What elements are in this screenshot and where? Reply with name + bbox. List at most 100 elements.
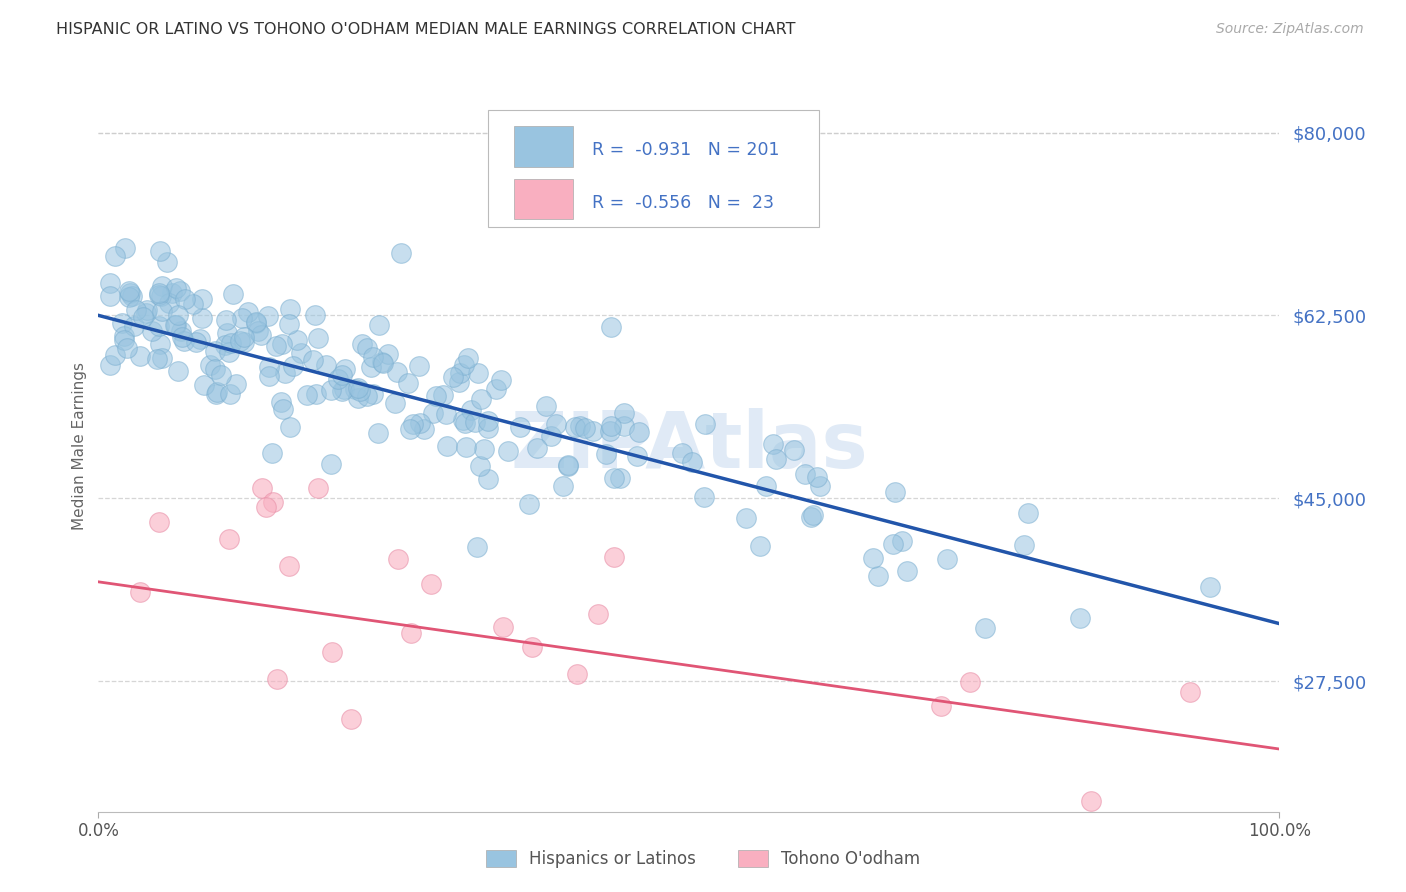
Point <box>866 568 889 582</box>
Point <box>396 376 419 390</box>
Point <box>671 445 693 459</box>
FancyBboxPatch shape <box>515 127 574 167</box>
Point <box>794 467 817 482</box>
Point <box>470 392 492 406</box>
Point <box>155 255 177 269</box>
Point <box>148 286 170 301</box>
Point <box>184 335 207 350</box>
Point <box>172 330 194 344</box>
Point <box>204 343 226 358</box>
Point <box>166 318 188 332</box>
Point <box>801 508 824 522</box>
Point <box>98 359 121 373</box>
Point <box>236 304 259 318</box>
Point <box>457 351 479 366</box>
Point <box>321 645 343 659</box>
Point <box>477 421 499 435</box>
Point <box>588 607 610 621</box>
Point <box>114 333 136 347</box>
Point <box>389 245 412 260</box>
Point <box>367 318 389 333</box>
Y-axis label: Median Male Earnings: Median Male Earnings <box>72 362 87 530</box>
Point <box>1080 794 1102 808</box>
Point <box>121 289 143 303</box>
Point <box>509 420 531 434</box>
Point <box>574 421 596 435</box>
Point <box>257 309 280 323</box>
Point <box>491 620 513 634</box>
FancyBboxPatch shape <box>515 179 574 219</box>
Point <box>349 384 371 399</box>
Point <box>748 539 770 553</box>
Point <box>167 308 190 322</box>
Point <box>173 292 195 306</box>
Point <box>613 418 636 433</box>
Point <box>259 369 281 384</box>
Point <box>200 358 222 372</box>
Point <box>360 359 382 374</box>
Point <box>367 426 389 441</box>
Point <box>425 388 447 402</box>
Point <box>98 277 121 291</box>
Point <box>973 621 995 635</box>
Point <box>232 335 254 350</box>
Point <box>231 310 253 325</box>
Point <box>808 479 831 493</box>
Point <box>387 552 409 566</box>
Point <box>328 372 350 386</box>
Point <box>361 387 384 401</box>
Point <box>169 284 191 298</box>
Point <box>398 422 420 436</box>
Point <box>449 366 471 380</box>
Point <box>883 484 905 499</box>
Point <box>477 472 499 486</box>
Point <box>451 413 474 427</box>
Point <box>157 295 180 310</box>
Point <box>477 414 499 428</box>
Point <box>1069 610 1091 624</box>
Point <box>496 443 519 458</box>
Point <box>304 308 326 322</box>
Point <box>245 315 267 329</box>
Point <box>209 368 232 383</box>
Point <box>385 365 408 379</box>
Point <box>485 382 508 396</box>
Point <box>408 359 430 374</box>
Point <box>626 450 648 464</box>
Point <box>266 672 288 686</box>
Point <box>1017 506 1039 520</box>
Point <box>188 333 211 347</box>
Point <box>628 425 651 440</box>
Point <box>205 384 228 399</box>
Point <box>150 279 173 293</box>
Point <box>128 585 150 599</box>
Point <box>467 366 489 380</box>
Point <box>595 447 617 461</box>
Point <box>399 625 422 640</box>
Point <box>307 481 329 495</box>
FancyBboxPatch shape <box>488 110 818 227</box>
Point <box>245 316 267 330</box>
Point <box>565 667 588 681</box>
Point <box>569 419 592 434</box>
Point <box>782 442 804 457</box>
Point <box>165 281 187 295</box>
Point <box>262 495 284 509</box>
Point <box>330 384 353 399</box>
Point <box>371 356 394 370</box>
Point <box>806 469 828 483</box>
Point <box>929 698 952 713</box>
Point <box>600 319 623 334</box>
Point <box>149 244 172 259</box>
Point <box>409 417 432 431</box>
Point <box>278 318 301 332</box>
Point <box>135 306 157 320</box>
Point <box>319 383 342 397</box>
Point <box>765 452 787 467</box>
Point <box>695 417 717 432</box>
Point <box>136 303 159 318</box>
Point <box>111 316 134 330</box>
Point <box>191 310 214 325</box>
Point <box>681 455 703 469</box>
Point <box>118 290 141 304</box>
